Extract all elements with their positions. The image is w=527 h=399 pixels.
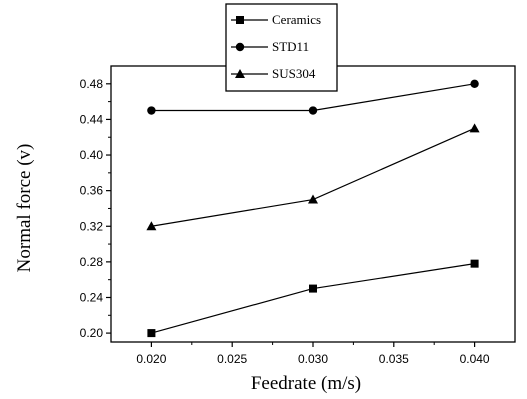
y-tick-label-0: 0.20 xyxy=(80,326,104,340)
data-point-std11-0 xyxy=(147,106,156,115)
series-sus304 xyxy=(146,123,480,231)
y-axis-title: Normal force (v) xyxy=(14,144,35,273)
data-point-sus304-0 xyxy=(146,221,157,231)
y-tick-label-2: 0.28 xyxy=(80,255,104,269)
x-tick-label-2: 0.030 xyxy=(298,352,328,366)
data-point-ceramics-2 xyxy=(470,259,479,268)
series-std11 xyxy=(147,79,479,115)
data-point-ceramics-0 xyxy=(147,329,156,338)
y-tick-label-3: 0.32 xyxy=(80,219,104,233)
x-tick-label-0: 0.020 xyxy=(136,352,166,366)
data-point-ceramics-1 xyxy=(309,284,317,293)
data-point-std11-2 xyxy=(470,79,479,89)
x-tick-label-1: 0.025 xyxy=(217,352,247,366)
y-tick-label-1: 0.24 xyxy=(80,290,104,304)
series-line-ceramics xyxy=(151,263,475,334)
y-tick-label-6: 0.44 xyxy=(80,112,104,126)
legend-marker-sus304 xyxy=(235,69,245,78)
series-ceramics xyxy=(147,259,479,338)
legend-label-std11: STD11 xyxy=(272,39,309,54)
series-layer xyxy=(146,79,480,338)
legend-marker-std11 xyxy=(235,42,245,52)
y-tick-label-5: 0.40 xyxy=(80,148,104,162)
data-point-sus304-2 xyxy=(469,123,480,133)
series-line-sus304 xyxy=(151,127,475,227)
x-tick-label-3: 0.035 xyxy=(379,352,409,366)
y-axis: 0.20 0.24 0.28 0.32 0.36 0.40 0.44 0.48 xyxy=(80,77,111,340)
legend: Ceramics STD11 SUS304 xyxy=(225,3,338,92)
legend-marker-ceramics xyxy=(236,16,244,24)
y-tick-label-4: 0.36 xyxy=(80,184,104,198)
legend-label-sus304: SUS304 xyxy=(272,66,316,81)
legend-label-ceramics: Ceramics xyxy=(272,12,321,27)
x-tick-label-4: 0.040 xyxy=(460,352,490,366)
x-axis-title: Feedrate (m/s) xyxy=(251,373,361,394)
data-point-std11-1 xyxy=(308,106,318,115)
data-point-sus304-1 xyxy=(308,194,318,204)
y-tick-label-7: 0.48 xyxy=(80,77,104,91)
x-axis: 0.020 0.025 0.030 0.035 0.040 xyxy=(136,342,490,366)
